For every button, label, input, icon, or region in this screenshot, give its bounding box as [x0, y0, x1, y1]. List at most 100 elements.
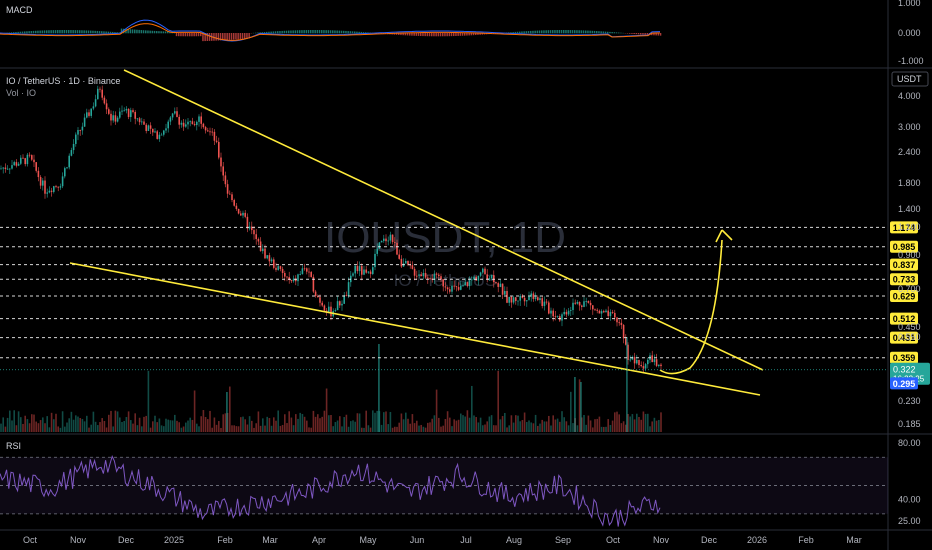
candle-body — [336, 301, 339, 311]
volume-bar — [200, 416, 202, 432]
macd-bar — [46, 30, 48, 34]
volume-bar — [477, 422, 480, 432]
candle-body — [600, 311, 603, 314]
candle-body — [110, 113, 112, 121]
candle-body — [638, 359, 640, 366]
volume-bar — [537, 425, 539, 432]
time-axis-label: 2025 — [164, 535, 184, 545]
macd-bar — [230, 33, 233, 40]
macd-bar — [607, 31, 609, 34]
volume-bar — [501, 416, 504, 432]
volume-bar — [466, 410, 469, 432]
candle-body — [237, 208, 240, 214]
volume-bar — [277, 410, 279, 432]
volume-bar — [31, 414, 33, 432]
volume-bar — [255, 423, 257, 432]
macd-bar — [277, 31, 279, 34]
volume-bar — [534, 414, 537, 432]
macd-bar — [345, 30, 347, 34]
macd-bar — [26, 31, 28, 34]
volume-bar — [609, 425, 612, 432]
volume-bar — [105, 427, 108, 432]
macd-bar — [263, 32, 266, 34]
volume-bar — [242, 416, 244, 432]
volume-bar — [143, 416, 145, 432]
macd-bar — [68, 30, 70, 34]
macd-bar — [448, 33, 451, 37]
candle-body — [585, 301, 587, 302]
macd-bar — [413, 33, 415, 36]
candle-body — [262, 248, 264, 252]
level-badge — [890, 351, 918, 364]
volume-bar — [59, 427, 62, 432]
volume-bar — [354, 421, 356, 432]
volume-bar — [550, 425, 552, 432]
volume-bar — [499, 419, 502, 432]
volume-bar — [185, 422, 187, 432]
candle-body — [321, 302, 323, 306]
candle-body — [275, 267, 277, 270]
volume-bar — [284, 414, 286, 432]
volume-bar — [486, 421, 488, 432]
candle-body — [31, 155, 33, 160]
candle-body — [112, 115, 114, 121]
macd-bar — [72, 30, 74, 34]
candle-body — [66, 167, 68, 169]
candle-body — [614, 312, 616, 318]
macd-bar — [426, 33, 429, 37]
candle-body — [605, 310, 607, 313]
candle-body — [455, 286, 458, 288]
volume-bar — [583, 414, 585, 432]
candle-body — [466, 282, 469, 287]
volume-bar — [169, 420, 172, 432]
candle-body — [435, 273, 438, 275]
candle-body — [138, 118, 141, 123]
macd-bar — [609, 31, 611, 34]
macd-bar — [327, 30, 330, 34]
candle-body — [515, 297, 517, 301]
macd-bar — [437, 33, 440, 37]
macd-bar — [578, 30, 580, 34]
volume-bar — [462, 415, 464, 432]
level-badge-label: 0.629 — [893, 292, 916, 302]
macd-bar — [74, 30, 77, 34]
price-axis-label: 0.450 — [898, 322, 921, 332]
macd-bar — [615, 32, 618, 34]
macd-bar — [611, 32, 613, 34]
macd-bar — [296, 30, 299, 34]
candle-body — [160, 134, 163, 136]
macd-bar — [193, 33, 195, 37]
volume-bar — [539, 423, 541, 432]
candle-body — [361, 266, 363, 275]
volume-spike — [626, 337, 628, 432]
volume-bar — [50, 412, 53, 432]
volume-bar — [380, 424, 383, 432]
candle-body — [548, 302, 550, 314]
candle-body — [246, 216, 249, 229]
candle-body — [204, 127, 207, 131]
volume-bar — [640, 419, 642, 432]
candle-body — [611, 312, 614, 313]
macd-bar — [224, 33, 226, 41]
candle-body — [449, 289, 451, 292]
volume-bar — [180, 427, 183, 432]
candle-body — [187, 121, 189, 125]
candle-body — [134, 112, 136, 119]
candle-body — [647, 359, 649, 365]
candle-body — [636, 359, 638, 364]
macd-bar — [464, 33, 466, 36]
candle-body — [81, 126, 84, 131]
macd-bar — [543, 30, 545, 34]
symbol-title[interactable]: IO / TetherUS · 1D · Binance — [6, 76, 121, 86]
volume-bar — [530, 422, 532, 432]
volume-bar — [112, 426, 114, 432]
volume-bar — [193, 390, 196, 432]
volume-bar — [457, 419, 460, 432]
volume-bar — [156, 422, 158, 432]
macd-bar — [98, 31, 101, 34]
candle-body — [369, 271, 372, 274]
macd-bar — [307, 30, 310, 34]
macd-bar — [299, 30, 301, 34]
macd-bar — [545, 30, 547, 34]
